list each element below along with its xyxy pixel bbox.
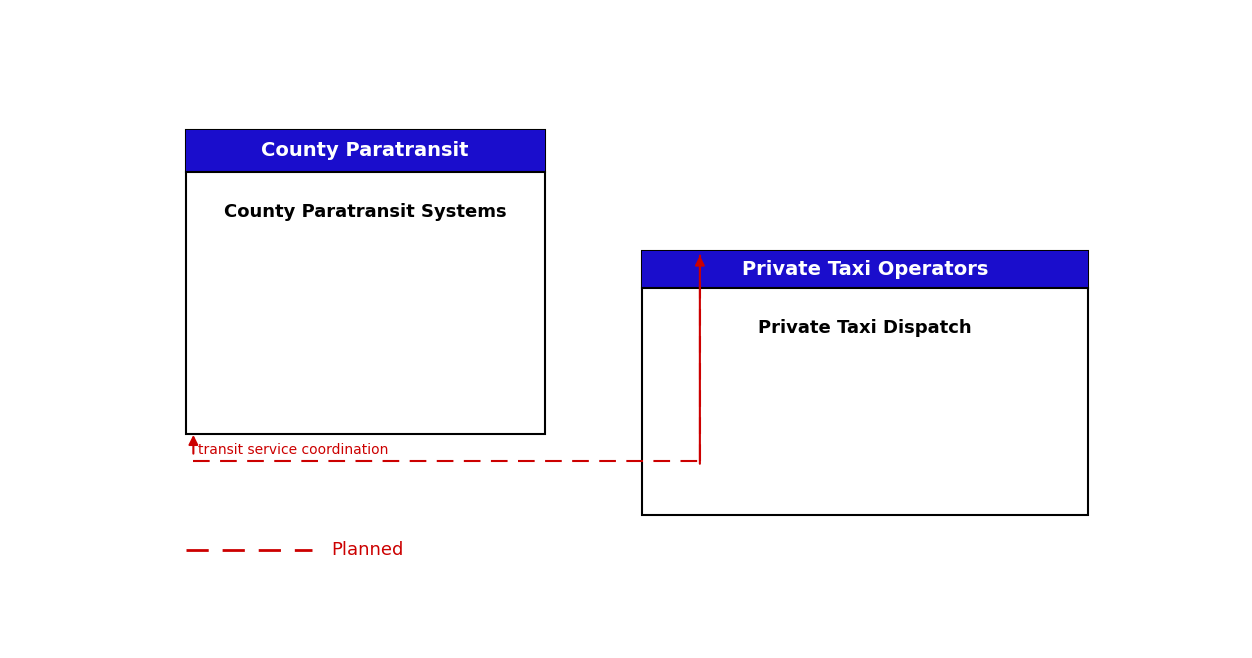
Bar (185, 130, 545, 434)
Text: transit service coordination: transit service coordination (198, 443, 388, 457)
Text: Private Taxi Operators: Private Taxi Operators (741, 260, 988, 279)
Bar (641, 251, 1088, 515)
Bar (185, 130, 545, 172)
Text: Planned: Planned (331, 541, 403, 559)
Bar (641, 251, 1088, 288)
Text: County Paratransit Systems: County Paratransit Systems (224, 203, 506, 220)
Text: Private Taxi Dispatch: Private Taxi Dispatch (757, 318, 972, 336)
Text: County Paratransit: County Paratransit (262, 141, 468, 161)
